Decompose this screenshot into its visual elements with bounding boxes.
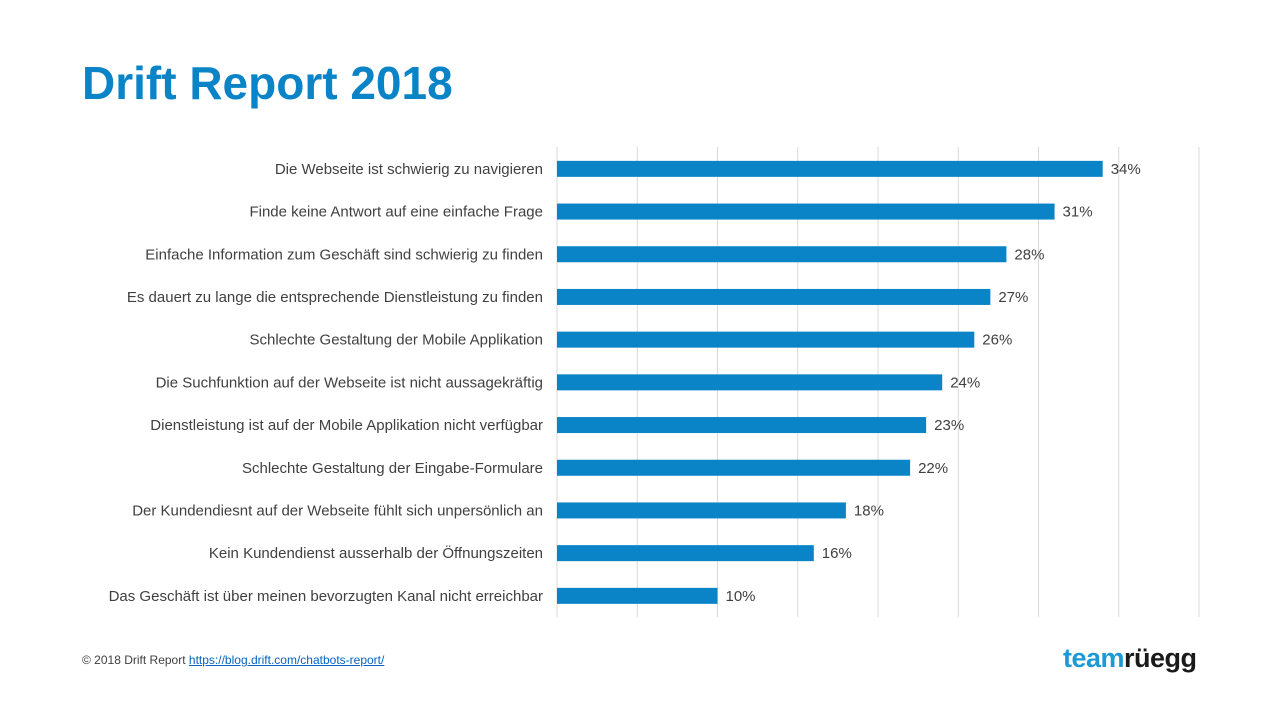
category-label: Schlechte Gestaltung der Mobile Applikat… [249, 332, 543, 349]
footer-source: © 2018 Drift Report https://blog.drift.c… [82, 653, 384, 667]
logo-part-team: team [1063, 643, 1125, 673]
chart-category-labels: Die Webseite ist schwierig zu navigieren… [109, 161, 543, 605]
data-label: 18% [854, 502, 884, 519]
data-label: 27% [998, 289, 1028, 306]
category-label: Die Suchfunktion auf der Webseite ist ni… [156, 374, 543, 391]
bar [557, 587, 718, 604]
data-label: 31% [1063, 204, 1093, 221]
category-label: Finde keine Antwort auf eine einfache Fr… [249, 204, 543, 221]
brand-logo: teamrüegg [1063, 643, 1197, 674]
category-label: Einfache Information zum Geschäft sind s… [145, 246, 543, 263]
bar [557, 331, 975, 348]
bar [557, 545, 814, 562]
category-label: Schlechte Gestaltung der Eingabe-Formula… [242, 460, 543, 477]
category-label: Die Webseite ist schwierig zu navigieren [275, 161, 543, 178]
category-label: Es dauert zu lange die entsprechende Die… [127, 289, 543, 306]
data-label: 16% [822, 545, 852, 562]
bar [557, 459, 911, 476]
bar [557, 417, 927, 434]
chart-data-labels: 34% 31% 28% 27% 26% 24% 23% 22% 18% 16% 10% [726, 161, 1141, 605]
data-label: 10% [726, 588, 756, 605]
data-label: 23% [934, 417, 964, 434]
data-label: 26% [982, 332, 1012, 349]
bar [557, 160, 1103, 177]
category-label: Der Kundendiesnt auf der Webseite fühlt … [132, 502, 543, 519]
data-label: 22% [918, 460, 948, 477]
data-label: 24% [950, 374, 980, 391]
data-label: 34% [1111, 161, 1141, 178]
bar [557, 246, 1007, 263]
bar [557, 374, 943, 391]
data-label: 28% [1014, 246, 1044, 263]
category-label: Kein Kundendienst ausserhalb der Öffnung… [209, 544, 543, 562]
bar [557, 288, 991, 305]
chart-bars [557, 160, 1103, 604]
footer-copyright: © 2018 Drift Report [82, 653, 186, 667]
page-title: Drift Report 2018 [82, 57, 453, 109]
source-link[interactable]: https://blog.drift.com/chatbots-report/ [188, 653, 385, 667]
category-label: Dienstleistung ist auf der Mobile Applik… [150, 417, 543, 434]
logo-part-ruegg: rüegg [1124, 643, 1197, 673]
bar [557, 203, 1055, 220]
category-label: Das Geschäft ist über meinen bevorzugten… [109, 588, 543, 605]
bar [557, 502, 846, 519]
